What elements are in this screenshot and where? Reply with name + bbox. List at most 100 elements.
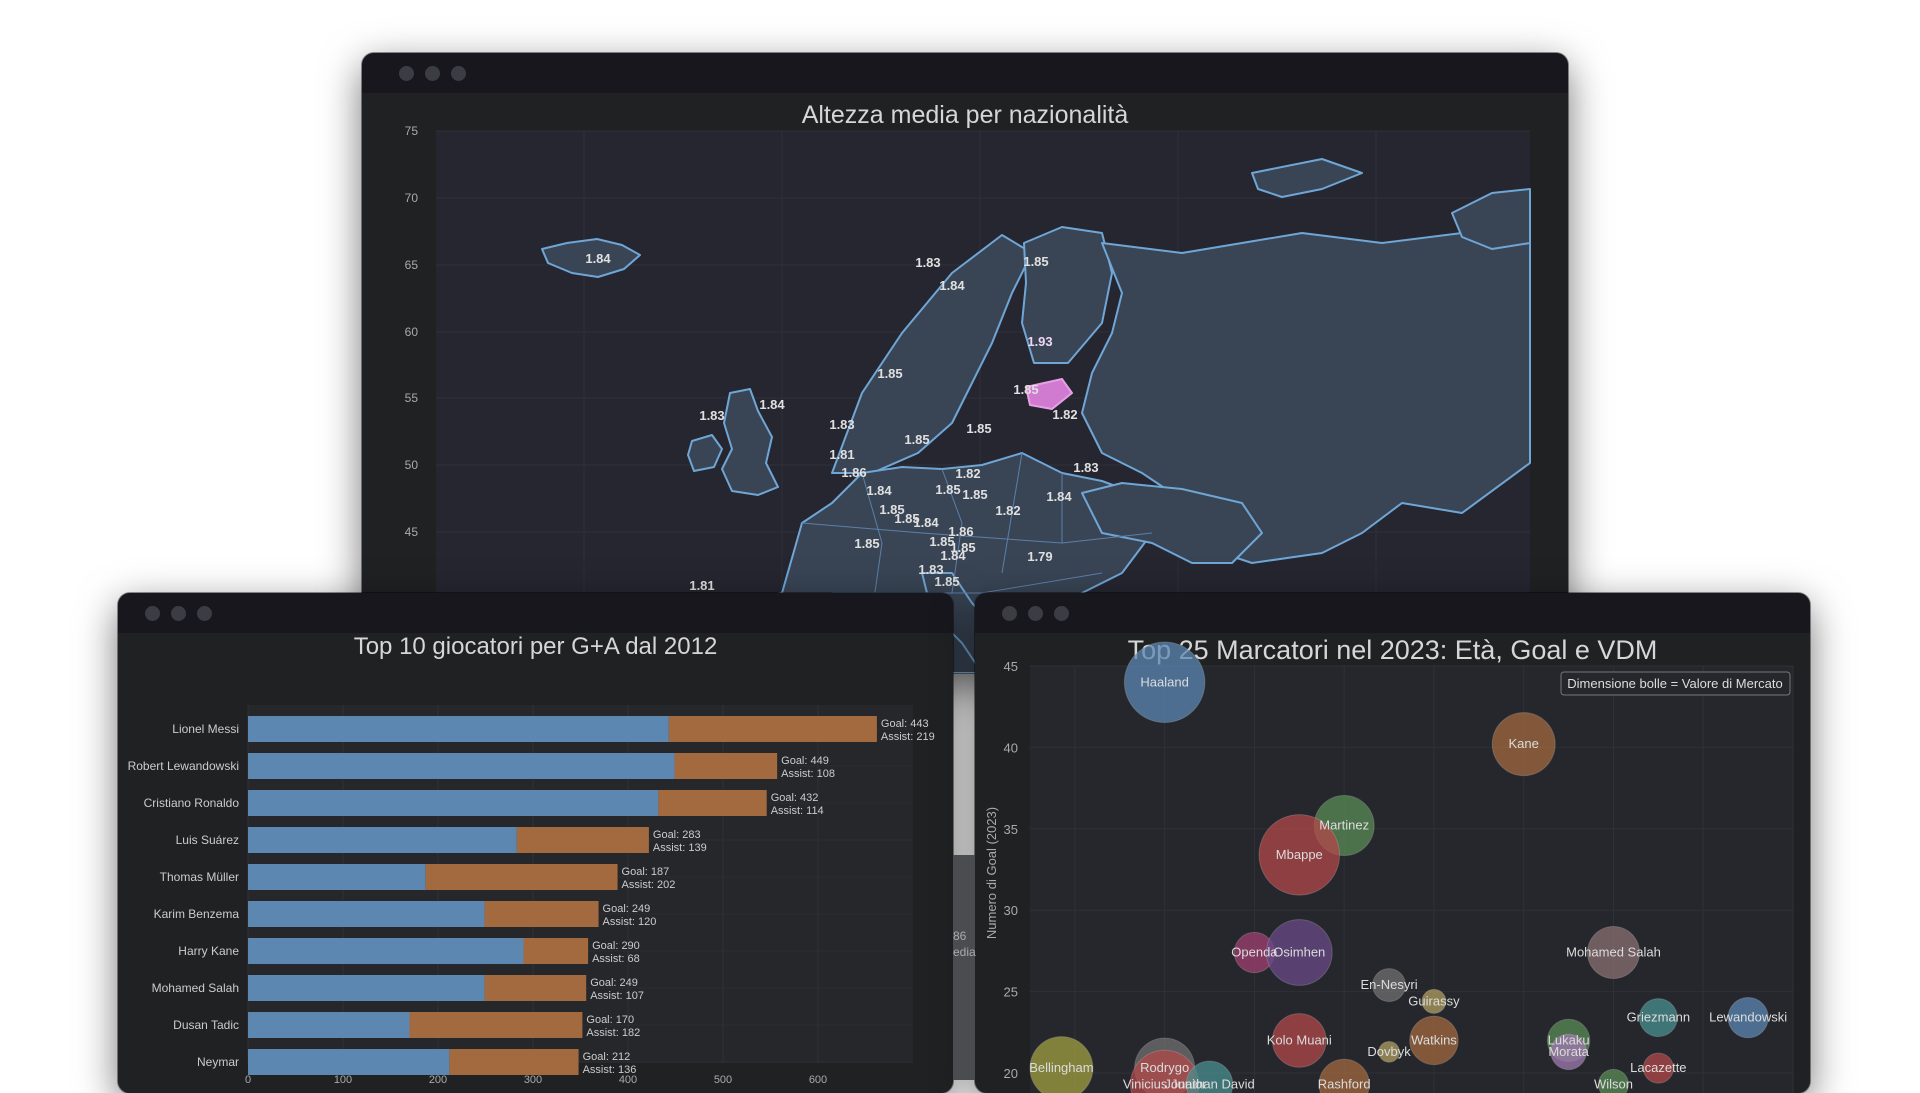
window-close-dot[interactable] [399,66,414,81]
window-minimize-dot[interactable] [1028,606,1043,621]
bubble-point-label: Lewandowski [1709,1010,1787,1025]
assist-bar [516,827,649,853]
map-y-ticks: 75 70 65 60 55 50 45 [405,124,419,539]
bubble-point [1265,919,1333,986]
map-y-tick: 75 [405,124,419,138]
bubble-window-titlebar[interactable] [975,593,1810,633]
bubble-point-label: Kane [1509,736,1539,751]
bubble-y-tick: 35 [1004,822,1018,837]
map-region-label: 1.83 [829,417,854,432]
bar-category-label: Neymar [197,1055,239,1069]
assist-bar [523,938,589,964]
assist-data-label: Assist: 219 [881,731,935,743]
goal-bar [248,1012,410,1038]
finland-shape [1021,226,1113,364]
bubble-legend-text: Dimensione bolle = Valore di Mercato [1567,676,1782,691]
bubble-y-tick: 45 [1004,659,1018,674]
assist-data-label: Assist: 202 [622,879,676,891]
svalbard-shape [1451,188,1531,250]
map-land [541,158,1531,673]
bubble-point [1586,926,1640,980]
bar-category-label: Karim Benzema [154,907,240,921]
bubble-point [1409,1015,1459,1066]
goal-bar [248,827,517,853]
background-sliver-text-2: edia [953,945,976,959]
bubble-legend: Dimensione bolle = Valore di Mercato [1560,671,1791,696]
assist-data-label: Assist: 68 [592,953,640,965]
window-maximize-dot[interactable] [451,66,466,81]
bar-x-tick: 500 [714,1074,732,1086]
goal-data-label: Goal: 290 [592,940,640,952]
assist-bar [484,975,587,1001]
map-region-label: 1.93 [1027,334,1052,349]
bubble-chart-title: Top 25 Marcatori nel 2023: Età, Goal e V… [1127,635,1658,665]
map-region-label: 1.84 [940,548,966,563]
map-region-label: 1.84 [913,515,939,530]
britain-shape [721,388,779,496]
goal-data-label: Goal: 187 [622,866,670,878]
window-maximize-dot[interactable] [197,606,212,621]
bubble-point-label: Osimhen [1273,945,1325,960]
bubble-point-label: Jonathan David [1164,1076,1254,1091]
map-y-tick: 60 [405,325,419,339]
bubble-point [1029,1036,1094,1093]
map-region-labels: 1.84 1.83 1.851.841.931.851.851.821.831.84… [585,251,1098,593]
bar-category-label: Mohamed Salah [152,981,239,995]
bubble-point-label: Mohamed Salah [1566,945,1661,960]
bubble-y-tick: 25 [1004,985,1018,1000]
assist-data-label: Assist: 136 [583,1064,637,1076]
goal-data-label: Goal: 432 [771,792,819,804]
bubble-point-label: Griezmann [1627,1010,1691,1025]
background-sliver-text-1: 86 [953,929,967,943]
bubble-point-label: Openda [1231,945,1278,960]
bar-x-tick: 200 [429,1074,447,1086]
estonia-shape [1025,378,1073,410]
bubble-chart: 20 25 30 35 40 45 Numero di Goal (2023) Haaland… [984,641,1794,1093]
bar-category-label: Dusan Tadic [173,1018,239,1032]
map-window-titlebar[interactable] [362,53,1568,93]
bubble-point-label: Rodrygo [1140,1060,1189,1075]
goal-data-label: Goal: 170 [586,1014,634,1026]
window-close-dot[interactable] [145,606,160,621]
map-region-label: 1.85 [894,511,919,526]
bar-category-label: Cristiano Ronaldo [144,796,240,810]
map-region-label: 1.84 [1046,489,1072,504]
bubble-point [1271,1013,1327,1068]
goal-data-label: Goal: 443 [881,718,929,730]
bubble-point [1727,997,1769,1039]
goal-bar [248,753,675,779]
bar-category-label: Lionel Messi [172,722,239,736]
assist-data-label: Assist: 108 [781,768,835,780]
window-close-dot[interactable] [1002,606,1017,621]
map-y-tick: 55 [405,391,419,405]
bubble-point [1378,1040,1400,1063]
goal-data-label: Goal: 283 [653,829,701,841]
background-window-sliver: 86 edia [953,855,976,1080]
bar-x-tick: 100 [334,1074,352,1086]
bubble-window: Top 25 Marcatori nel 2023: Età, Goal e V… [975,593,1810,1093]
bubble-point-label: Haaland [1140,674,1188,689]
goal-data-label: Goal: 249 [603,903,651,915]
assist-data-label: Assist: 120 [603,916,657,928]
iceland-shape [541,238,641,278]
map-region-label: 1.85 [966,421,991,436]
map-region-label: 1.85 [877,366,902,381]
northern-islands-shape [1251,158,1363,198]
map-region-label: 1.84 [585,251,611,266]
map-region-label: 1.85 [1013,382,1038,397]
assist-bar [409,1012,583,1038]
ireland-shape [687,434,723,472]
map-region-label: 1.83 [699,408,724,423]
map-region-label: 1.82 [955,466,980,481]
window-minimize-dot[interactable] [171,606,186,621]
window-maximize-dot[interactable] [1054,606,1069,621]
map-region-label: 1.83 [918,562,943,577]
map-region-label: 1.84 [866,483,892,498]
bar-window-titlebar[interactable] [118,593,953,633]
bubble-y-tick: 40 [1004,740,1018,755]
bubble-point-label: Dovbyk [1367,1044,1411,1059]
window-minimize-dot[interactable] [425,66,440,81]
map-chart-title: Altezza media per nazionalità [801,101,1129,129]
map-region-label: 1.85 [950,540,975,555]
